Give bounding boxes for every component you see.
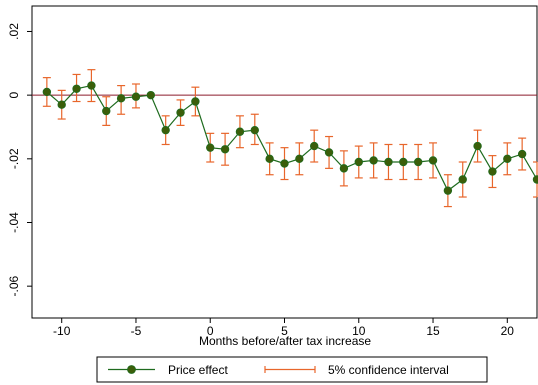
price-effect-point xyxy=(517,149,527,159)
price-effect-point xyxy=(295,154,304,164)
price-effect-marker-layer xyxy=(42,81,538,195)
price-effect-point xyxy=(102,106,111,116)
price-effect-point xyxy=(413,157,423,167)
price-effect-point xyxy=(369,156,378,165)
price-effect-line-layer xyxy=(46,84,538,192)
price-effect-point xyxy=(146,90,156,100)
price-effect-point xyxy=(235,127,245,136)
price-effect-line xyxy=(46,84,538,192)
x-tick-label: 5 xyxy=(281,324,288,338)
x-tick-label: 15 xyxy=(426,324,440,338)
legend-ci-label: 5% confidence interval xyxy=(328,363,449,377)
price-effect-point xyxy=(532,175,538,184)
price-effect-point xyxy=(72,84,81,93)
price-effect-point xyxy=(161,125,170,135)
price-effect-point xyxy=(384,157,393,167)
price-effect-point xyxy=(191,97,200,106)
y-axis: .02 0 -.02 -.04 -.06 xyxy=(7,23,32,297)
price-effect-point xyxy=(473,141,482,151)
price-effect-point xyxy=(488,167,497,176)
price-effect-point xyxy=(265,154,274,164)
price-effect-point xyxy=(443,186,453,195)
price-effect-point xyxy=(176,108,185,117)
price-effect-point xyxy=(250,125,259,135)
price-effect-point xyxy=(428,156,438,165)
y-tick-label: 0 xyxy=(7,91,21,98)
price-effect-point xyxy=(503,154,512,164)
legend-price-effect-marker xyxy=(127,365,136,374)
price-effect-point xyxy=(206,143,215,152)
price-effect-point xyxy=(324,148,334,157)
legend: Price effect 5% confidence interval xyxy=(96,356,488,383)
price-effect-point xyxy=(87,81,96,90)
price-effect-point xyxy=(57,100,66,109)
x-axis: -10 -5 0 5 10 15 20 xyxy=(53,318,514,338)
price-effect-point xyxy=(458,175,467,184)
price-effect-point xyxy=(310,141,319,151)
x-tick-label: -5 xyxy=(131,324,142,338)
price-effect-point xyxy=(354,157,363,167)
legend-price-effect-label: Price effect xyxy=(168,363,228,377)
price-effect-point xyxy=(280,159,289,168)
price-effect-point xyxy=(399,157,408,167)
price-effect-point xyxy=(220,145,230,154)
x-tick-label: 20 xyxy=(501,324,515,338)
x-tick-label: 10 xyxy=(352,324,366,338)
y-tick-label: -.02 xyxy=(7,148,21,169)
x-tick-label: 0 xyxy=(207,324,214,338)
y-tick-label: .02 xyxy=(7,23,21,40)
y-tick-label: -.06 xyxy=(7,276,21,297)
price-effect-point xyxy=(131,92,141,101)
price-effect-point xyxy=(339,164,349,173)
x-tick-label: -10 xyxy=(53,324,71,338)
y-tick-label: -.04 xyxy=(7,212,21,233)
price-effect-point xyxy=(42,87,52,97)
x-axis-title: Months before/after tax increase xyxy=(199,334,371,348)
price-effect-point xyxy=(116,94,126,103)
